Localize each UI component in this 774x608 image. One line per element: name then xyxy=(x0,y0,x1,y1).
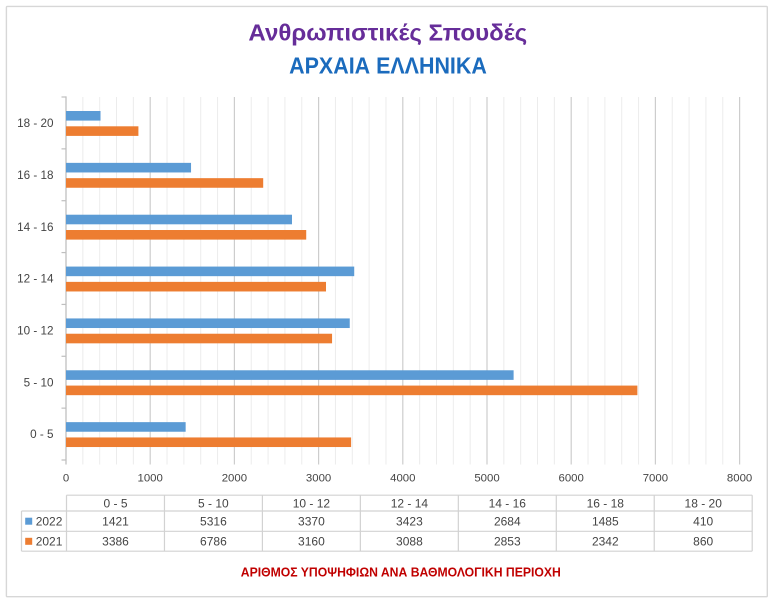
svg-text:1421: 1421 xyxy=(102,514,129,528)
svg-text:5000: 5000 xyxy=(474,473,499,485)
svg-text:860: 860 xyxy=(693,534,713,548)
svg-text:8000: 8000 xyxy=(727,473,752,485)
svg-text:18 - 20: 18 - 20 xyxy=(17,117,54,130)
svg-text:0: 0 xyxy=(63,473,69,485)
svg-text:6786: 6786 xyxy=(200,534,227,548)
svg-text:12 - 14: 12 - 14 xyxy=(17,273,54,286)
svg-text:10 - 12: 10 - 12 xyxy=(17,325,53,338)
svg-text:410: 410 xyxy=(693,514,713,528)
svg-text:7000: 7000 xyxy=(643,473,668,485)
svg-text:16 - 18: 16 - 18 xyxy=(587,496,625,510)
svg-text:6000: 6000 xyxy=(559,473,584,485)
svg-text:10 - 12: 10 - 12 xyxy=(293,496,331,510)
svg-text:1485: 1485 xyxy=(592,514,619,528)
svg-text:ΑΡΧΑΙΑ ΕΛΛΗΝΙΚΑ: ΑΡΧΑΙΑ ΕΛΛΗΝΙΚΑ xyxy=(289,52,487,78)
svg-text:2021: 2021 xyxy=(36,534,63,548)
svg-text:4000: 4000 xyxy=(390,473,415,485)
svg-text:Ανθρωπιστικές Σπουδές: Ανθρωπιστικές Σπουδές xyxy=(248,20,527,46)
svg-text:5316: 5316 xyxy=(200,514,227,528)
svg-text:0 - 5: 0 - 5 xyxy=(30,428,54,441)
svg-text:2000: 2000 xyxy=(222,473,247,485)
svg-text:5 - 10: 5 - 10 xyxy=(24,376,54,389)
svg-text:16 - 18: 16 - 18 xyxy=(17,169,53,182)
svg-text:3423: 3423 xyxy=(396,514,423,528)
svg-text:3000: 3000 xyxy=(306,473,331,485)
svg-text:5 - 10: 5 - 10 xyxy=(198,496,229,510)
svg-text:12 - 14: 12 - 14 xyxy=(391,496,429,510)
svg-text:3386: 3386 xyxy=(102,534,129,548)
svg-text:14 - 16: 14 - 16 xyxy=(489,496,527,510)
svg-text:3370: 3370 xyxy=(298,514,325,528)
svg-text:0 - 5: 0 - 5 xyxy=(103,496,127,510)
svg-text:3088: 3088 xyxy=(396,534,423,548)
svg-text:2853: 2853 xyxy=(494,534,521,548)
svg-text:2684: 2684 xyxy=(494,514,521,528)
svg-text:3160: 3160 xyxy=(298,534,325,548)
svg-text:18 - 20: 18 - 20 xyxy=(685,496,723,510)
svg-text:2022: 2022 xyxy=(36,514,63,528)
svg-text:14 - 16: 14 - 16 xyxy=(17,221,53,234)
svg-text:2342: 2342 xyxy=(592,534,619,548)
svg-text:1000: 1000 xyxy=(138,473,163,485)
svg-text:ΑΡΙΘΜΟΣ ΥΠΟΨΗΦΙΩΝ ΑΝΑ ΒΑΘΜΟΛΟΓ: ΑΡΙΘΜΟΣ ΥΠΟΨΗΦΙΩΝ ΑΝΑ ΒΑΘΜΟΛΟΓΙΚΗ ΠΕΡΙΟΧ… xyxy=(241,565,561,580)
